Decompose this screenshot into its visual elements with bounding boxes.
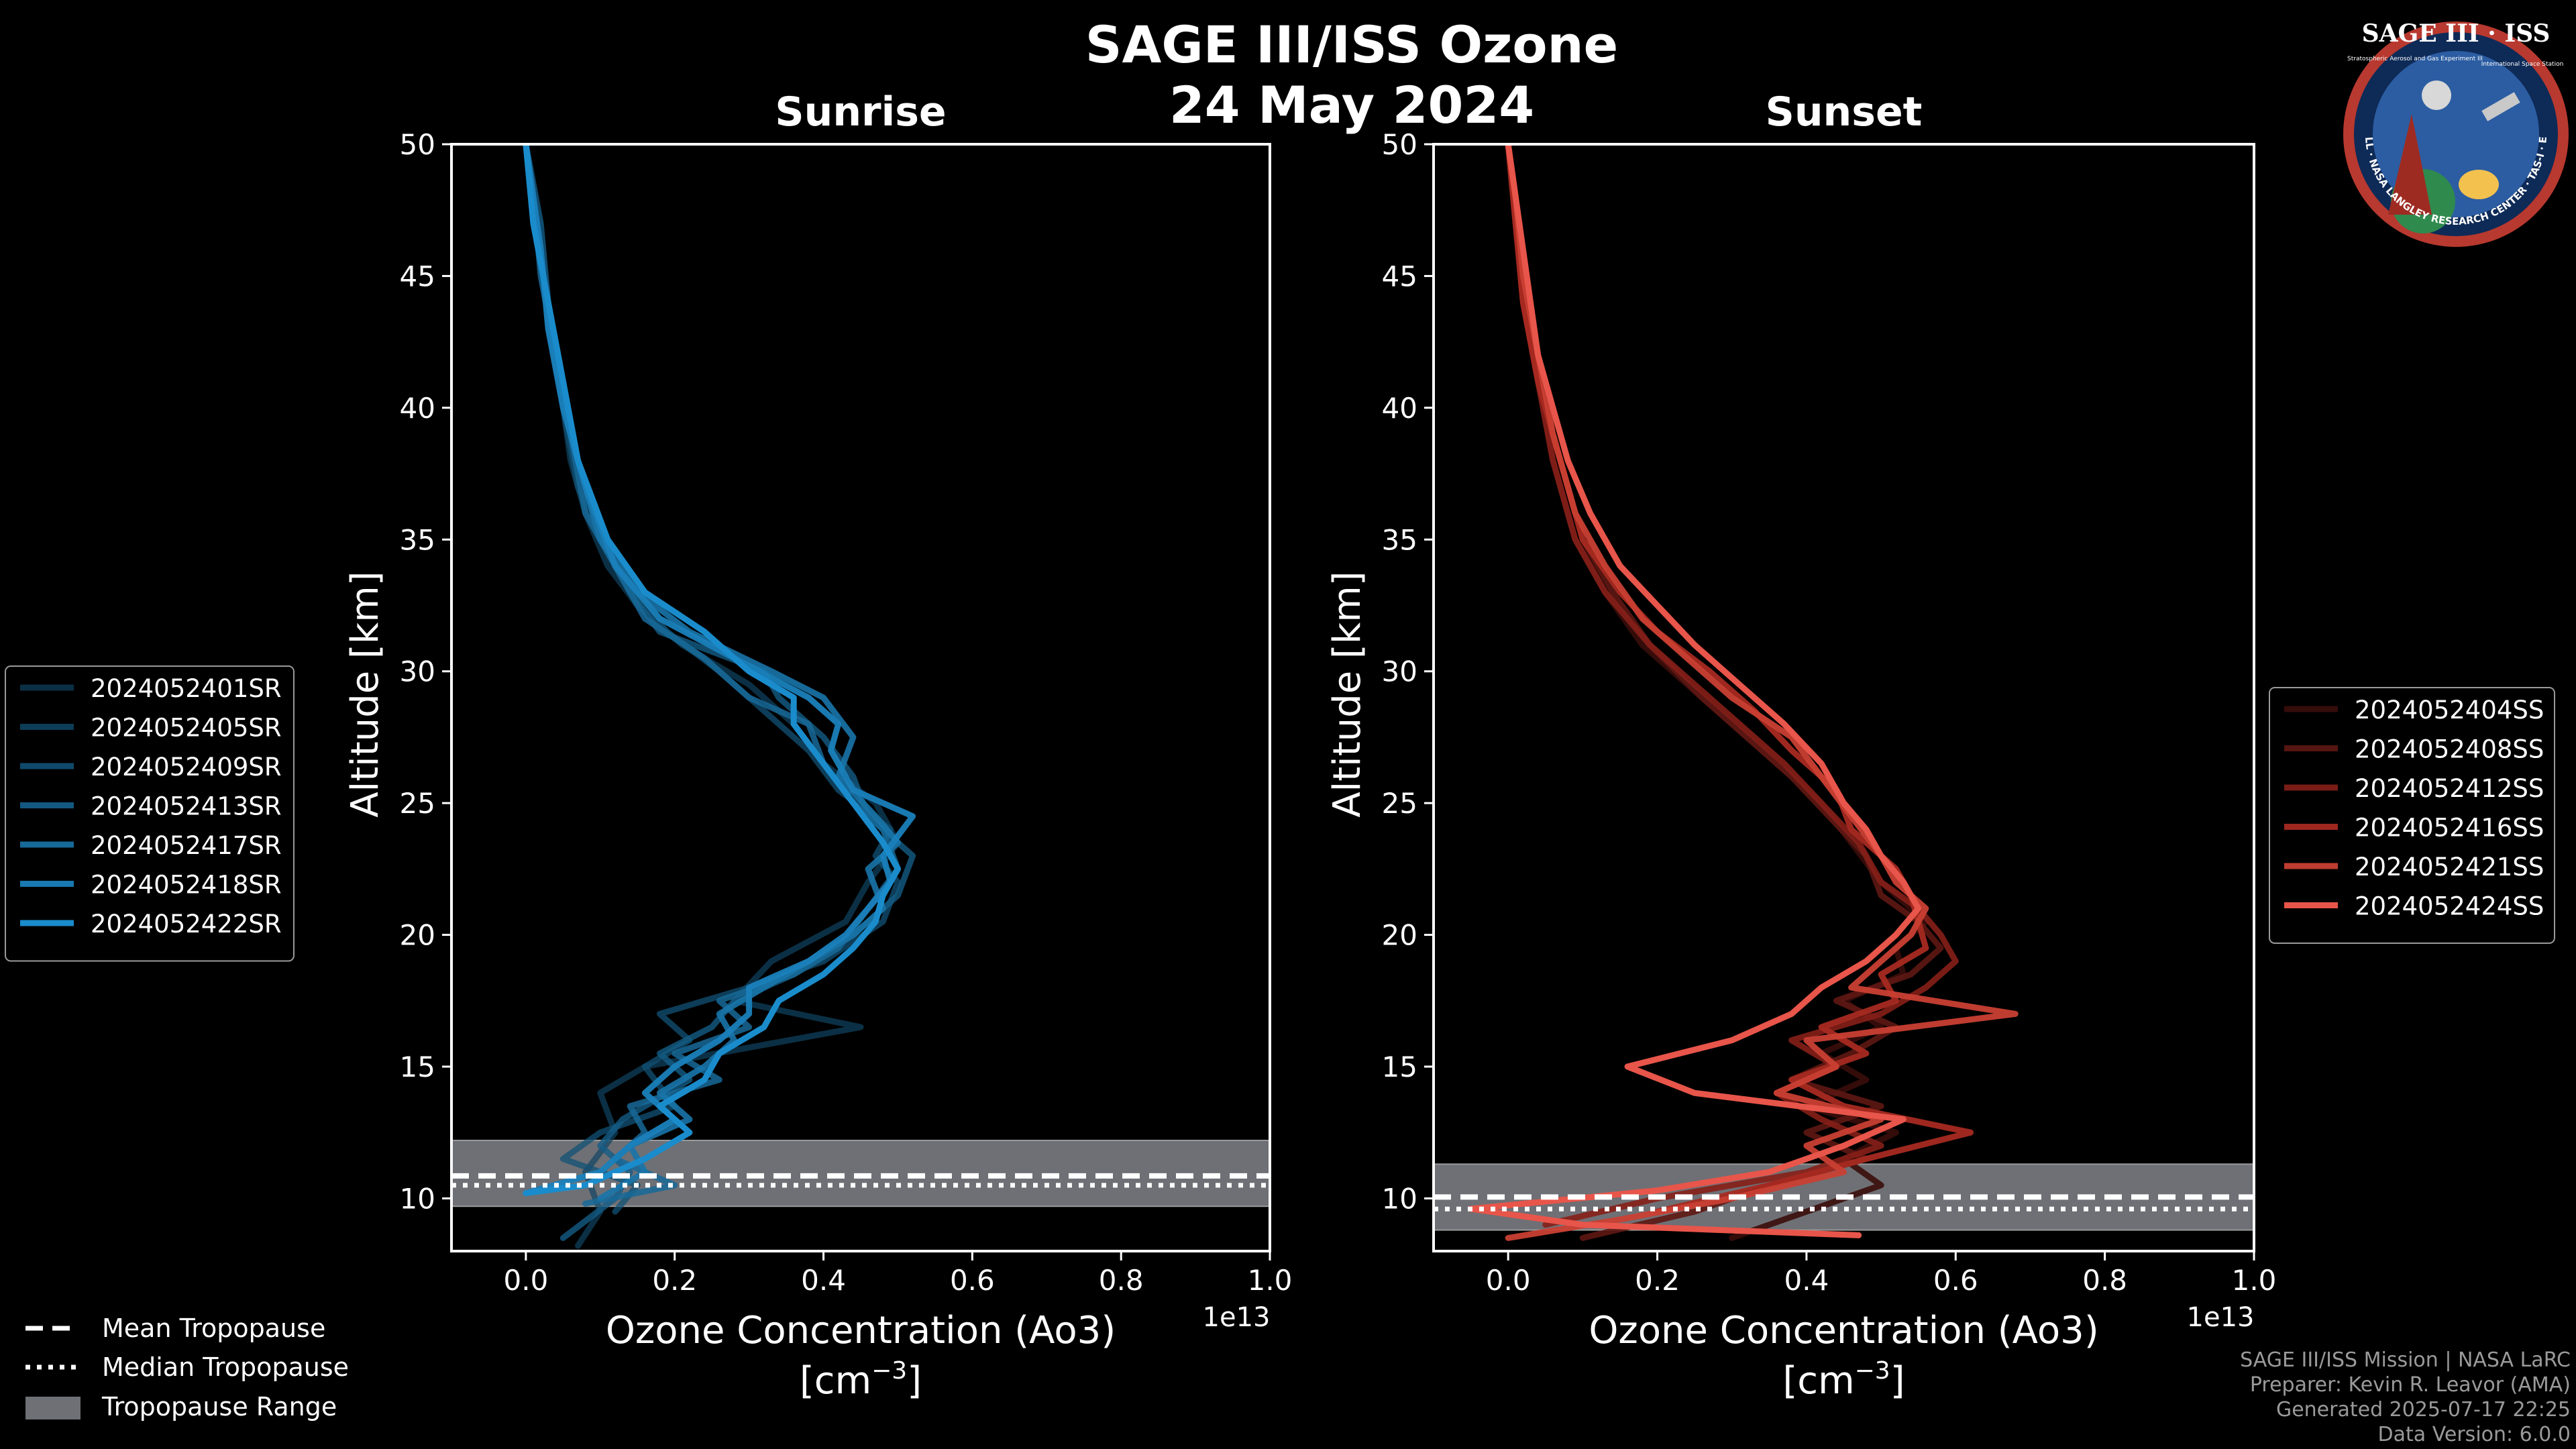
sunrise-xtick-label: 0.2 [652,1264,697,1297]
sunset-legend-label: 2024052421SS [2355,853,2544,881]
sunset-xtick-label: 0.4 [1784,1264,1829,1297]
sunset-xtick-label: 1.0 [2232,1264,2277,1297]
sunrise-ytick-label: 25 [400,787,435,820]
sunset-x-scale-label: 1e13 [2187,1302,2255,1333]
tropopause-range-label: Tropopause Range [101,1392,337,1421]
sunset-ytick-label: 30 [1382,655,1417,688]
sunset-axes-frame [1432,143,2255,1252]
sunrise-legend-label: 2024052413SR [91,792,282,821]
sunrise-legend: 2024052401SR 2024052405SR 2024052409SR 2024… [5,665,294,962]
sunset-legend-label: 2024052412SS [2355,774,2544,803]
credit-mission: SAGE III/ISS Mission | NASA LaRC [2240,1348,2571,1372]
sunset-y-axis-label: Altitude [km] [1326,571,1369,817]
sunrise-x-scale-label: 1e13 [1203,1302,1271,1333]
sunrise-ytick-label: 20 [400,919,435,952]
sunset-xtick-label: 0.6 [1933,1264,1978,1297]
sunrise-xtick-label: 1.0 [1248,1264,1293,1297]
badge-station-icon [2481,92,2520,121]
figure-date: 24 May 2024 [1169,75,1534,135]
sunrise-x-axis-units: [cm−3] [800,1357,922,1403]
sunset-legend-label: 2024052416SS [2355,814,2544,843]
sunset-ytick-label: 20 [1382,919,1417,952]
sunrise-legend-label: 2024052418SR [91,871,282,900]
sunset-xtick-label: 0.8 [2082,1264,2127,1297]
credit-data-version: Data Version: 6.0.0 [2378,1423,2571,1446]
sunset-series-group [1468,144,2019,1241]
sunset-series-2024052421SS [1505,144,2019,1241]
sunrise-xtick-label: 0.0 [504,1264,549,1297]
sunrise-ytick-label: 50 [400,128,435,161]
sunrise-legend-label: 2024052405SR [91,714,282,743]
sunset-legend-label: 2024052424SS [2355,892,2544,921]
sunset-legend-label: 2024052404SS [2355,696,2544,724]
sunrise-series-group [523,144,916,1249]
sunrise-legend-label: 2024052401SR [91,674,282,703]
sunset-x-axis-units: [cm−3] [1782,1357,1904,1403]
median-tropopause-label: Median Tropopause [102,1352,349,1382]
sunrise-ytick-label: 40 [400,392,435,425]
sunrise-series-2024052422SR [523,144,901,1197]
sunrise-axes-frame [450,143,1271,1252]
sunrise-ytick-label: 35 [400,523,435,556]
sunrise-panel-title: Sunrise [775,89,946,136]
sunrise-legend-label: 2024052417SR [91,831,282,860]
badge-subtitle-right: International Space Station [2481,61,2564,68]
credit-generated: Generated 2025-07-17 22:25 [2276,1398,2571,1421]
sunset-ytick-label: 10 [1382,1182,1417,1215]
sunrise-ytick-label: 30 [400,655,435,688]
sunset-ytick-label: 25 [1382,787,1417,820]
figure-title: SAGE III/ISS Ozone [1085,15,1618,74]
sunrise-xtick-label: 0.6 [950,1264,995,1297]
sunset-ytick-label: 45 [1382,260,1417,292]
badge-figure-icon [2388,114,2432,215]
badge-subtitle-left: Stratospheric Aerosol and Gas Experiment… [2347,56,2483,62]
badge-moon-icon [2422,80,2451,110]
badge-sun-icon [2459,170,2499,199]
mean-tropopause-label: Mean Tropopause [102,1313,325,1343]
sunset-ytick-label: 15 [1382,1051,1417,1083]
sunrise-xtick-label: 0.4 [801,1264,846,1297]
sunset-x-axis-label: Ozone Concentration (Ao3) [1589,1309,2098,1352]
sunset-panel-title: Sunset [1766,89,1923,136]
badge-title: SAGE III · ISS [2362,19,2551,48]
sunrise-ytick-label: 10 [400,1182,435,1215]
credits: SAGE III/ISS Mission | NASA LaRC Prepare… [2240,1348,2571,1446]
sunrise-legend-label: 2024052409SR [91,753,282,782]
sunrise-legend-label: 2024052422SR [91,910,282,938]
sunset-series-2024052424SS [1468,144,1922,1238]
sunset-series-2024052412SS [1505,144,1959,1228]
sunrise-panel: 0.0 0.2 0.4 0.6 0.8 1.0 10 15 20 25 30 35 40 45 50 1e13… [5,89,1292,1403]
sunset-xtick-label: 0.2 [1635,1264,1680,1297]
sunset-ytick-label: 50 [1382,128,1417,161]
sunset-legend-frame [2269,687,2555,944]
sunset-ytick-label: 40 [1382,392,1417,425]
tropopause-legend: Mean Tropopause Median Tropopause Tropop… [25,1313,349,1421]
sunrise-xtick-label: 0.8 [1099,1264,1144,1297]
sunset-ytick-label: 35 [1382,523,1417,556]
sunrise-ytick-label: 45 [400,260,435,292]
sunrise-ytick-label: 15 [400,1051,435,1083]
credit-preparer: Preparer: Kevin R. Leavor (AMA) [2250,1373,2571,1397]
sunrise-legend-frame [5,665,294,962]
sunset-legend-label: 2024052408SS [2355,735,2544,764]
tropopause-range-swatch [25,1397,80,1419]
sunset-panel: 0.0 0.2 0.4 0.6 0.8 1.0 10 15 20 25 30 35 40 45 50 1e13… [1326,89,2555,1403]
sunrise-y-axis-label: Altitude [km] [343,571,387,817]
sunset-legend: 2024052404SS 2024052408SS 2024052412SS 2024… [2269,687,2555,944]
sunrise-x-axis-label: Ozone Concentration (Ao3) [606,1309,1116,1352]
sunset-xtick-label: 0.0 [1486,1264,1531,1297]
